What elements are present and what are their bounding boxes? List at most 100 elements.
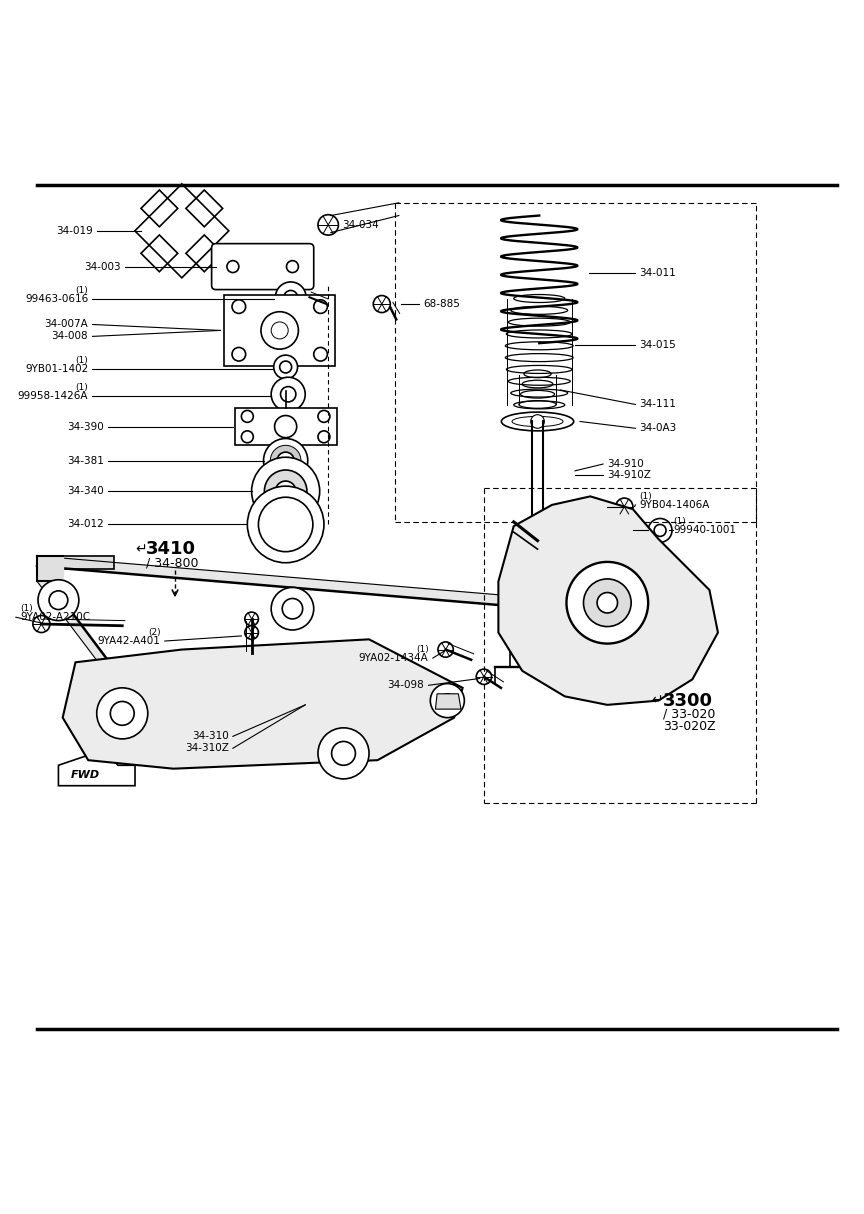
Text: 34-015: 34-015 (639, 340, 677, 350)
Circle shape (245, 612, 258, 625)
Polygon shape (235, 408, 337, 446)
Text: 34-111: 34-111 (639, 399, 677, 409)
Circle shape (318, 431, 330, 443)
Circle shape (97, 688, 148, 739)
Text: 34-034: 34-034 (342, 220, 378, 229)
Polygon shape (499, 497, 718, 705)
Text: 34-019: 34-019 (55, 226, 92, 236)
Text: (1): (1) (75, 382, 88, 392)
Circle shape (281, 386, 295, 402)
Circle shape (280, 361, 291, 373)
Circle shape (264, 438, 308, 483)
Circle shape (283, 599, 302, 619)
Circle shape (247, 486, 324, 563)
Text: 99940-1001: 99940-1001 (674, 526, 737, 535)
Polygon shape (37, 556, 63, 582)
Circle shape (597, 592, 618, 613)
Circle shape (270, 446, 301, 476)
Text: 34-340: 34-340 (67, 487, 104, 497)
Circle shape (438, 642, 454, 657)
Text: 34-390: 34-390 (67, 421, 104, 432)
Text: / 34-800: / 34-800 (146, 556, 199, 569)
Text: (1): (1) (75, 356, 88, 364)
Circle shape (332, 742, 355, 765)
Circle shape (111, 702, 134, 725)
Circle shape (430, 683, 464, 717)
Circle shape (251, 458, 320, 526)
Text: 9YA42-A401: 9YA42-A401 (98, 636, 161, 646)
Circle shape (530, 415, 544, 429)
Text: 34-012: 34-012 (67, 520, 104, 529)
Text: 3410: 3410 (146, 540, 196, 558)
Polygon shape (59, 750, 135, 785)
Circle shape (33, 615, 50, 632)
Circle shape (318, 215, 339, 236)
Circle shape (258, 498, 313, 551)
Text: ↵: ↵ (135, 543, 147, 556)
Circle shape (284, 290, 297, 304)
Polygon shape (435, 693, 461, 709)
FancyBboxPatch shape (212, 244, 314, 290)
Circle shape (245, 625, 258, 640)
Text: 34-310: 34-310 (192, 731, 229, 742)
Text: 34-011: 34-011 (639, 268, 677, 278)
Text: 9YA02-1434A: 9YA02-1434A (359, 653, 429, 663)
Circle shape (318, 410, 330, 422)
Text: ↵: ↵ (651, 693, 664, 708)
Circle shape (277, 452, 294, 469)
Circle shape (274, 356, 297, 379)
Text: (1): (1) (674, 517, 686, 527)
Circle shape (441, 693, 454, 708)
Circle shape (264, 470, 307, 512)
Text: 34-310Z: 34-310Z (185, 743, 229, 753)
Text: 68-885: 68-885 (423, 299, 461, 310)
Circle shape (276, 481, 295, 501)
Circle shape (276, 282, 306, 312)
Polygon shape (37, 556, 522, 607)
Circle shape (241, 431, 253, 443)
Text: 34-007A: 34-007A (44, 319, 88, 329)
Circle shape (654, 524, 666, 537)
Circle shape (232, 347, 245, 361)
Circle shape (616, 498, 632, 515)
Text: 34-098: 34-098 (388, 680, 424, 691)
Polygon shape (54, 556, 114, 568)
Circle shape (373, 295, 391, 312)
Text: (2): (2) (148, 628, 161, 637)
Circle shape (287, 261, 298, 273)
Circle shape (318, 728, 369, 779)
Circle shape (648, 518, 672, 543)
Circle shape (476, 669, 492, 685)
Text: 34-910Z: 34-910Z (607, 470, 651, 480)
Circle shape (583, 579, 631, 626)
Text: 34-0A3: 34-0A3 (639, 424, 677, 433)
Circle shape (49, 591, 67, 609)
Circle shape (232, 300, 245, 313)
Circle shape (227, 261, 238, 273)
Circle shape (314, 347, 327, 361)
Circle shape (241, 410, 253, 422)
Text: 34-910: 34-910 (607, 459, 644, 469)
Circle shape (271, 588, 314, 630)
Circle shape (314, 300, 327, 313)
Text: 99463-0616: 99463-0616 (25, 294, 88, 304)
Text: (1): (1) (416, 645, 429, 654)
Circle shape (275, 415, 296, 438)
Text: / 33-020: / 33-020 (663, 708, 715, 721)
Text: (1): (1) (75, 287, 88, 295)
Text: FWD: FWD (71, 771, 100, 781)
Text: 9YA02-A210C: 9YA02-A210C (20, 612, 90, 623)
Polygon shape (225, 295, 335, 367)
Text: 34-381: 34-381 (67, 455, 104, 466)
Polygon shape (37, 566, 148, 725)
Text: (1): (1) (639, 492, 652, 501)
Text: 34-008: 34-008 (52, 331, 88, 341)
Circle shape (271, 378, 305, 412)
Circle shape (567, 562, 648, 643)
Text: 9YB04-1406A: 9YB04-1406A (639, 500, 710, 510)
Ellipse shape (501, 412, 574, 431)
Circle shape (38, 580, 79, 620)
Text: 99958-1426A: 99958-1426A (18, 391, 88, 401)
Text: 3300: 3300 (663, 692, 713, 710)
Text: (1): (1) (20, 605, 33, 613)
